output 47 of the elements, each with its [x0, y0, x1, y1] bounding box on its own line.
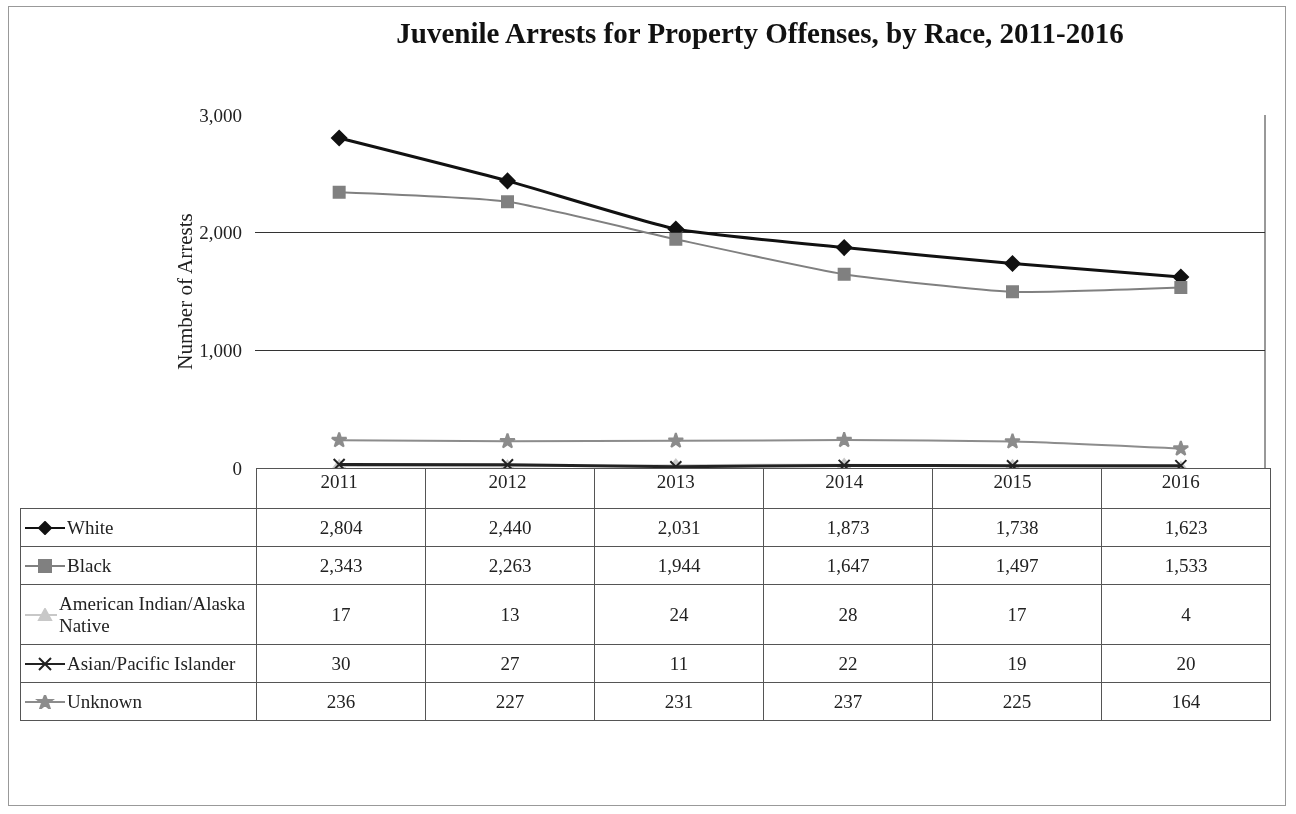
data-label: 27 — [425, 644, 595, 683]
data-label: 24 — [594, 584, 764, 645]
data-label: 2,804 — [256, 508, 426, 547]
data-label: 231 — [594, 682, 764, 721]
x-tick-label: 2014 — [825, 471, 864, 492]
data-label: 1,623 — [1101, 508, 1271, 547]
legend-label: Asian/Pacific Islander — [67, 652, 236, 675]
x-tick-label: 2016 — [1161, 471, 1200, 492]
data-label: 2,440 — [425, 508, 595, 547]
data-label: 4 — [1101, 584, 1271, 645]
y-axis-title: Number of Arrests — [173, 213, 198, 370]
data-label: 1,873 — [763, 508, 933, 547]
data-label: 20 — [1101, 644, 1271, 683]
data-label: 17 — [932, 584, 1102, 645]
data-label: 19 — [932, 644, 1102, 683]
y-tick-label: 1,000 — [199, 339, 242, 361]
data-label: 1,944 — [594, 546, 764, 585]
x-tick-label: 2011 — [320, 471, 358, 492]
data-label: 227 — [425, 682, 595, 721]
legend-label: Black — [67, 554, 112, 577]
data-label: 11 — [594, 644, 764, 683]
data-label: 164 — [1101, 682, 1271, 721]
data-label: 1,738 — [932, 508, 1102, 547]
y-tick-label: 0 — [232, 457, 242, 479]
x-tick-label: 2012 — [488, 471, 527, 492]
data-label: 17 — [256, 584, 426, 645]
data-label: 1,533 — [1101, 546, 1271, 585]
y-tick-label: 2,000 — [199, 222, 242, 244]
x-tick-label: 2013 — [656, 471, 695, 492]
data-label: 1,647 — [763, 546, 933, 585]
chart-title: Juvenile Arrests for Property Offenses, by Race, 2011-2016 — [396, 16, 1124, 49]
y-tick-label: 3,000 — [199, 104, 242, 126]
x-tick-label: 2015 — [993, 471, 1032, 492]
data-label: 2,031 — [594, 508, 764, 547]
data-label: 30 — [256, 644, 426, 683]
data-label: 225 — [932, 682, 1102, 721]
data-label: 22 — [763, 644, 933, 683]
data-label: 237 — [763, 682, 933, 721]
data-label: 2,343 — [256, 546, 426, 585]
data-label: 2,263 — [425, 546, 595, 585]
legend-label: White — [67, 516, 114, 539]
legend-label: Unknown — [67, 690, 142, 713]
data-label: 1,497 — [932, 546, 1102, 585]
data-label: 13 — [425, 584, 595, 645]
data-label: 28 — [763, 584, 933, 645]
data-label: 236 — [256, 682, 426, 721]
legend-label: American Indian/Alaska Native — [58, 592, 247, 637]
